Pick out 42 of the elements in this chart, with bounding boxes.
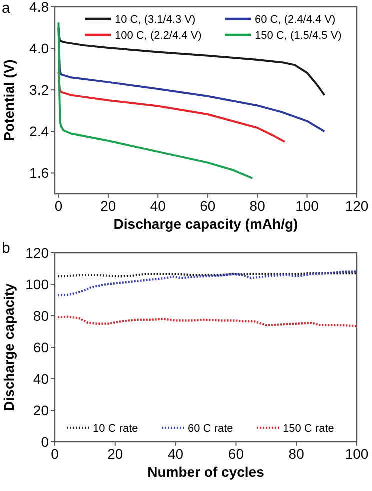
y-tick-label: 3.2 <box>30 82 50 98</box>
x-tick-label: 20 <box>100 198 116 214</box>
line-series <box>56 316 358 328</box>
y-tick-label: 2.4 <box>30 124 50 140</box>
line-series <box>58 70 286 144</box>
y-tick-label: 0 <box>41 434 50 450</box>
legend-label: 150 C, (1.5/4.5 V) <box>255 30 342 42</box>
legend-label: 60 C rate <box>188 423 234 435</box>
x-tick-label: 80 <box>250 198 266 214</box>
x-tick-label: 120 <box>345 198 369 214</box>
y-tick-label: 60 <box>33 340 50 356</box>
y-axis-title: Potential (V) <box>1 60 17 142</box>
y-tick-label: 120 <box>26 245 50 261</box>
y-tick-label: 4.8 <box>30 0 50 15</box>
x-tick-label: 60 <box>200 198 216 214</box>
legend-label: 150 C rate <box>283 423 334 435</box>
x-tick-label: 80 <box>288 446 305 462</box>
legend-label: 10 C, (3.1/4.3 V) <box>115 14 196 26</box>
text: b <box>2 240 10 257</box>
legend-label: 100 C, (2.2/4.4 V) <box>115 30 202 42</box>
x-tick-label: 100 <box>296 198 320 214</box>
x-tick-label: 20 <box>108 446 124 462</box>
y-tick-label: 4.0 <box>30 40 50 57</box>
y-axis-title: Discharge capacity <box>1 283 17 412</box>
y-tick-label: 40 <box>33 371 50 387</box>
x-tick-label: 0 <box>51 446 60 462</box>
line-series <box>56 270 358 297</box>
legend-label: 10 C rate <box>93 423 138 435</box>
x-tick-label: 60 <box>228 446 244 462</box>
legend-label: 60 C, (2.4/4.4 V) <box>255 14 336 26</box>
line-series <box>58 26 326 133</box>
x-tick-label: 40 <box>168 446 184 462</box>
x-tick-label: 40 <box>150 198 166 214</box>
y-tick-label: 100 <box>26 276 50 292</box>
x-tick-label: 100 <box>345 446 369 462</box>
text: a <box>2 0 11 17</box>
y-tick-label: 1.6 <box>30 165 50 182</box>
y-tick-label: 80 <box>33 308 50 324</box>
x-axis-title: Number of cycles <box>148 464 265 480</box>
y-tick-label: 20 <box>33 402 50 418</box>
x-axis-title: Discharge capacity (mAh/g) <box>114 216 298 232</box>
x-tick-label: 0 <box>54 198 63 214</box>
